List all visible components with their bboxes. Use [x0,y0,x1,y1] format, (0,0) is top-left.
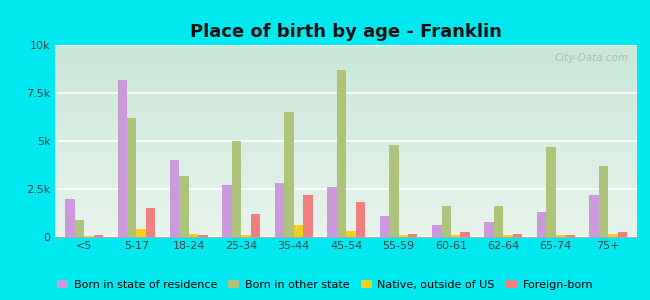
Bar [198,235,208,237]
Bar [303,195,313,237]
Bar [136,229,146,237]
Bar [337,70,346,237]
Bar [170,160,179,237]
Bar [327,187,337,237]
Bar [75,220,84,237]
Bar [441,206,451,237]
Bar [537,212,547,237]
Bar [408,234,417,237]
Bar [346,231,356,237]
Bar [189,234,198,237]
Bar [284,112,294,237]
Bar [432,226,441,237]
Bar [146,208,155,237]
Bar [451,235,460,237]
Bar [556,236,566,237]
Bar [84,236,94,237]
Bar [241,235,251,237]
Bar [389,145,398,237]
Legend: Born in state of residence, Born in other state, Native, outside of US, Foreign-: Born in state of residence, Born in othe… [53,275,597,294]
Bar [566,236,575,237]
Bar [65,199,75,237]
Bar [118,80,127,237]
Bar [484,222,494,237]
Bar [590,195,599,237]
Bar [294,226,303,237]
Bar [618,232,627,237]
Bar [494,206,503,237]
Text: City-Data.com: City-Data.com [554,53,629,63]
Bar [398,236,408,237]
Bar [503,236,513,237]
Bar [179,176,189,237]
Bar [608,234,618,237]
Bar [513,233,522,237]
Bar [380,216,389,237]
Bar [356,202,365,237]
Bar [251,214,260,237]
Bar [127,118,136,237]
Bar [275,183,284,237]
Title: Place of birth by age - Franklin: Place of birth by age - Franklin [190,23,502,41]
Bar [232,141,241,237]
Bar [222,185,232,237]
Bar [94,236,103,237]
Bar [460,232,470,237]
Bar [547,147,556,237]
Bar [599,166,608,237]
